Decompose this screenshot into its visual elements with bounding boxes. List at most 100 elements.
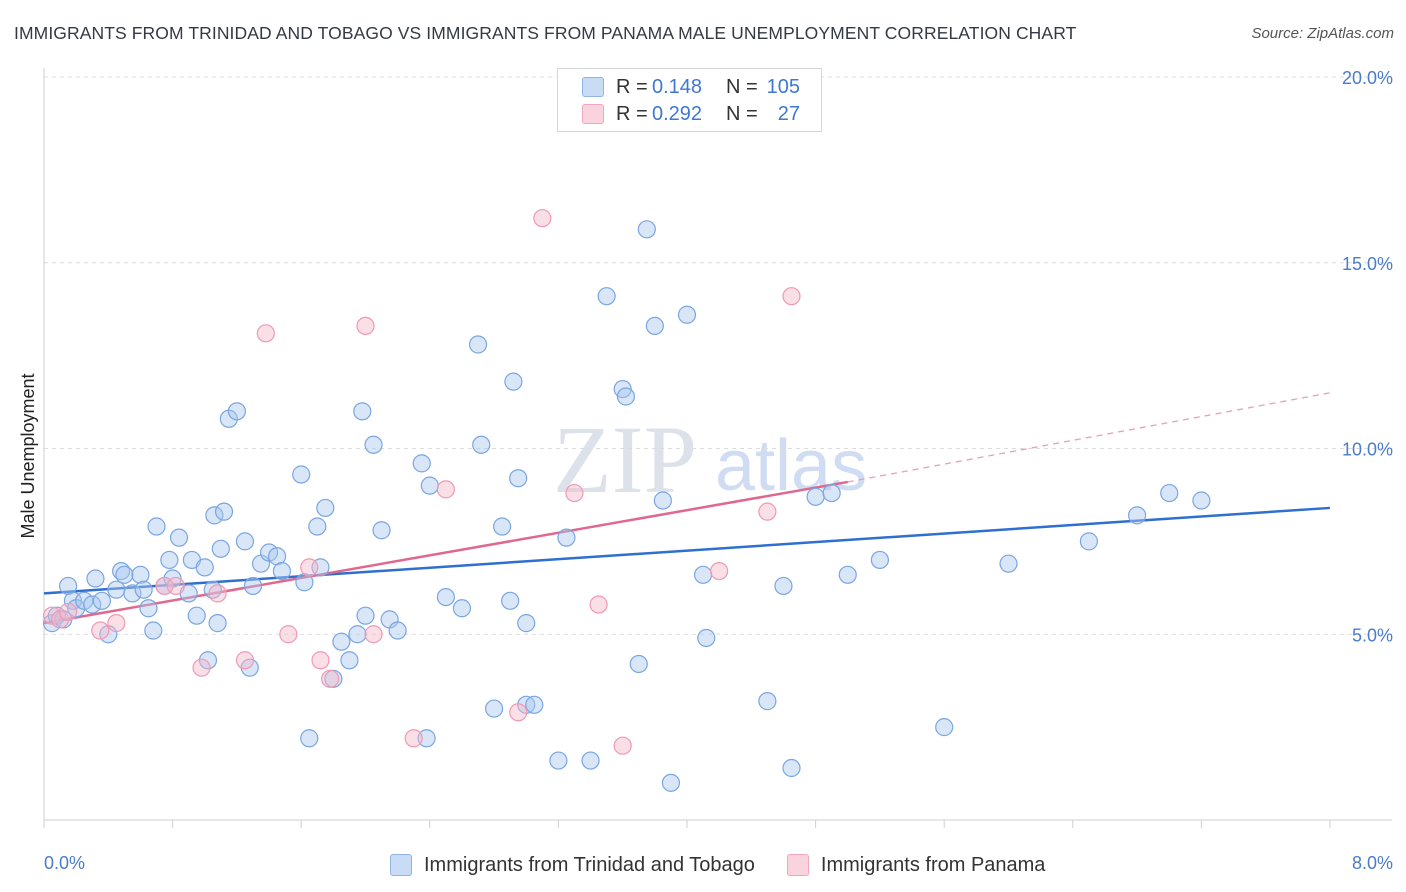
y-tick-label: 10.0% xyxy=(1342,440,1393,460)
watermark-zip: ZIP xyxy=(553,406,697,513)
r-value: 0.292 xyxy=(652,102,703,125)
data-point-trinidad xyxy=(417,729,436,748)
data-points xyxy=(42,209,1211,792)
data-point-panama xyxy=(208,584,227,603)
data-point-trinidad xyxy=(525,695,544,714)
data-point-panama xyxy=(436,480,455,499)
data-point-panama xyxy=(589,595,608,614)
data-point-trinidad xyxy=(388,621,407,640)
data-point-panama xyxy=(192,658,211,677)
gridlines xyxy=(44,76,1392,635)
n-value: 105 xyxy=(766,75,800,98)
data-point-trinidad xyxy=(677,305,697,324)
tick-labels: 5.0% 10.0% 15.0% 20.0% 0.0% 8.0% xyxy=(44,68,1393,873)
data-point-trinidad xyxy=(1079,532,1098,551)
data-point-trinidad xyxy=(169,528,189,547)
x-tick-label: 8.0% xyxy=(1352,853,1393,873)
data-point-trinidad xyxy=(806,487,825,506)
data-point-trinidad xyxy=(616,387,636,406)
data-point-trinidad xyxy=(131,565,150,584)
data-point-panama xyxy=(107,614,126,633)
data-point-trinidad xyxy=(697,628,716,648)
data-point-trinidad xyxy=(353,402,372,421)
y-axis-title: Male Unemployment xyxy=(18,373,38,538)
r-label: R = xyxy=(616,102,648,125)
data-point-panama xyxy=(235,651,255,670)
data-point-trinidad xyxy=(364,435,383,454)
data-point-trinidad xyxy=(468,335,488,354)
y-tick-label: 20.0% xyxy=(1342,68,1393,88)
series-legend: Immigrants from Trinidad and Tobago Immi… xyxy=(390,852,1077,878)
n-label: N = xyxy=(726,102,758,125)
data-point-trinidad xyxy=(235,532,255,551)
data-point-trinidad xyxy=(139,599,158,618)
legend-label-panama: Immigrants from Panama xyxy=(820,853,1046,876)
data-point-trinidad xyxy=(935,718,954,737)
data-point-trinidad xyxy=(205,506,224,525)
data-point-trinidad xyxy=(420,476,439,495)
data-point-panama xyxy=(404,729,423,748)
data-point-trinidad xyxy=(372,521,391,540)
data-point-trinidad xyxy=(517,614,536,633)
legend-item-panama: Immigrants from Panama xyxy=(786,853,1046,877)
data-point-trinidad xyxy=(838,565,857,584)
data-point-trinidad xyxy=(272,561,292,581)
data-point-trinidad xyxy=(214,502,234,521)
data-point-panama xyxy=(613,736,632,755)
data-point-trinidad xyxy=(348,625,367,644)
data-point-trinidad xyxy=(198,651,218,670)
data-point-trinidad xyxy=(332,632,351,651)
data-point-trinidad xyxy=(999,554,1018,573)
data-point-trinidad xyxy=(485,699,504,718)
legend-swatch-trinidad xyxy=(390,854,412,876)
data-point-panama xyxy=(565,483,584,503)
trend-line-panama-extension xyxy=(847,392,1331,483)
data-point-trinidad xyxy=(187,606,206,625)
data-point-trinidad xyxy=(340,651,359,670)
data-point-trinidad xyxy=(629,654,648,674)
data-point-trinidad xyxy=(1160,483,1179,503)
data-point-panama xyxy=(256,324,275,343)
data-point-trinidad xyxy=(549,751,568,770)
data-point-trinidad xyxy=(661,773,681,792)
data-point-trinidad xyxy=(211,539,230,558)
data-point-panama xyxy=(782,287,801,306)
data-point-panama xyxy=(166,576,185,596)
data-point-trinidad xyxy=(758,692,777,711)
stats-legend: R = 0.148 N = 105 R = 0.292 N = 27 xyxy=(557,68,822,132)
data-point-trinidad xyxy=(308,517,327,536)
r-value: 0.148 xyxy=(652,75,703,98)
data-point-trinidad xyxy=(436,587,455,607)
data-point-trinidad xyxy=(452,599,472,618)
data-point-trinidad xyxy=(493,517,512,536)
data-point-trinidad xyxy=(637,220,656,239)
data-point-trinidad xyxy=(412,454,431,473)
data-point-trinidad xyxy=(1127,506,1147,525)
data-point-trinidad xyxy=(472,435,491,454)
y-tick-label: 15.0% xyxy=(1342,254,1393,274)
data-point-trinidad xyxy=(107,580,126,599)
chart-title: IMMIGRANTS FROM TRINIDAD AND TOBAGO VS I… xyxy=(14,23,1077,43)
stats-row-panama: R = 0.292 N = 27 xyxy=(582,101,800,127)
n-label: N = xyxy=(726,75,758,98)
data-point-trinidad xyxy=(83,595,102,614)
data-point-trinidad xyxy=(557,528,576,547)
watermark-atlas: atlas xyxy=(715,426,867,506)
chart-source: Source: ZipAtlas.com xyxy=(1251,25,1394,42)
data-point-trinidad xyxy=(504,372,523,391)
legend-swatch-trinidad xyxy=(582,77,604,97)
stats-row-trinidad: R = 0.148 N = 105 xyxy=(582,74,800,100)
data-point-panama xyxy=(758,502,777,521)
data-point-panama xyxy=(300,558,319,577)
data-point-trinidad xyxy=(653,491,672,510)
data-point-trinidad xyxy=(160,550,179,570)
y-tick-label: 5.0% xyxy=(1352,625,1393,645)
data-point-panama xyxy=(311,651,330,670)
data-point-panama xyxy=(710,561,729,581)
data-point-trinidad xyxy=(144,621,163,640)
data-point-trinidad xyxy=(123,584,142,603)
data-point-panama xyxy=(59,602,78,622)
data-point-panama xyxy=(364,625,383,644)
data-point-trinidad xyxy=(243,576,263,596)
